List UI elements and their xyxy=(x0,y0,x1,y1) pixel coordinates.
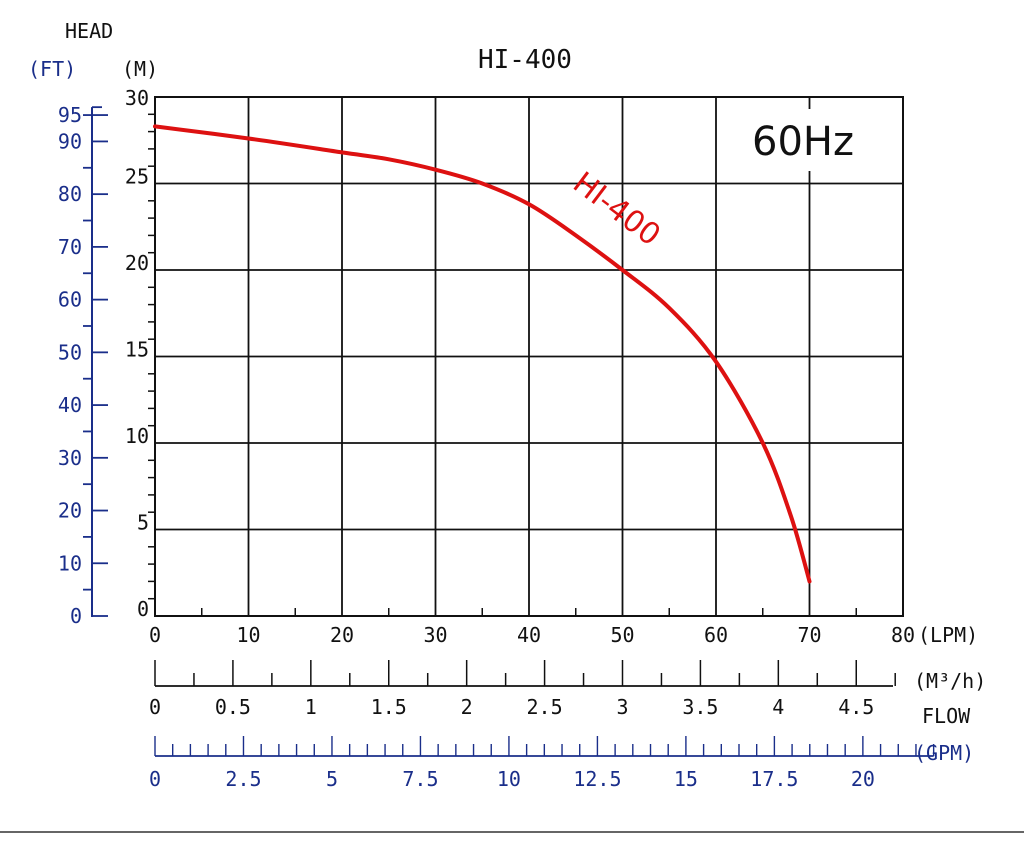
x-lpm-tick-label: 40 xyxy=(517,623,541,647)
x-m3h-tick-label: 2 xyxy=(461,695,473,719)
x-gpm-tick-label: 20 xyxy=(851,767,875,791)
x-gpm-tick-label: 17.5 xyxy=(750,767,798,791)
y-right-tick-label: 15 xyxy=(125,338,149,362)
y-left-tick-label: 20 xyxy=(58,499,82,523)
y-right-unit: (M) xyxy=(122,57,158,81)
x-lpm-tick-label: 60 xyxy=(704,623,728,647)
x-gpm-tick-label: 15 xyxy=(674,767,698,791)
y-left-tick-label: 80 xyxy=(58,182,82,206)
y-left-tick-label: 10 xyxy=(58,551,82,575)
x-gpm-tick-label: 0 xyxy=(149,767,161,791)
x-gpm-tick-label: 10 xyxy=(497,767,521,791)
y-right-tick-label: 10 xyxy=(125,424,149,448)
y-right-tick-label: 20 xyxy=(125,251,149,275)
y-right-tick-label: 30 xyxy=(125,86,149,110)
x-gpm-tick-label: 2.5 xyxy=(225,767,261,791)
y-left-tick-label: 70 xyxy=(58,235,82,259)
x-lpm-tick-label: 30 xyxy=(423,623,447,647)
y-right-tick-label: 25 xyxy=(125,165,149,189)
x-lpm-tick-label: 70 xyxy=(797,623,821,647)
x-m3h-tick-label: 3 xyxy=(616,695,628,719)
y-left-tick-label: 0 xyxy=(70,604,82,628)
x-lpm-tick-label: 10 xyxy=(236,623,260,647)
labels: HEAD (FT) (M) HI-400 60Hz (LPM) (M³/h) F… xyxy=(28,19,986,765)
x-m3h-tick-label: 3.5 xyxy=(682,695,718,719)
y-left-tick-label: 95 xyxy=(58,103,82,127)
chart-title: HI-400 xyxy=(478,45,572,75)
x-lpm-tick-label: 80 xyxy=(891,623,915,647)
x-m3h-tick-label: 0 xyxy=(149,695,161,719)
x-m3h-unit: (M³/h) xyxy=(914,669,986,693)
y-left-tick-label: 60 xyxy=(58,288,82,312)
x-lpm-tick-label: 50 xyxy=(610,623,634,647)
x-lpm-tick-label: 20 xyxy=(330,623,354,647)
y-left-tick-label: 40 xyxy=(58,393,82,417)
curve-line-hi-400 xyxy=(153,124,812,584)
x-lpm-unit: (LPM) xyxy=(918,623,978,647)
x-m3h-tick-label: 1.5 xyxy=(371,695,407,719)
x-m3h-tick-label: 2.5 xyxy=(527,695,563,719)
y-left-unit: (FT) xyxy=(28,57,76,81)
flow-label: FLOW xyxy=(922,704,971,728)
y-right-tick-label: 0 xyxy=(137,597,149,621)
frequency-label-box xyxy=(738,109,878,171)
x-m3h-tick-label: 1 xyxy=(305,695,317,719)
grid xyxy=(154,96,904,617)
x-gpm-tick-label: 5 xyxy=(326,767,338,791)
x-m3h-tick-label: 4 xyxy=(772,695,784,719)
x-gpm-tick-label: 7.5 xyxy=(402,767,438,791)
y-right-tick-label: 5 xyxy=(137,511,149,535)
x-gpm-unit: (GPM) xyxy=(914,741,974,765)
frequency-label: 60Hz xyxy=(752,119,854,165)
x-m3h-tick-label: 0.5 xyxy=(215,695,251,719)
y-axis-title: HEAD xyxy=(65,19,113,43)
y-left-tick-label: 30 xyxy=(58,446,82,470)
x-lpm-tick-label: 0 xyxy=(149,623,161,647)
y-left-tick-label: 50 xyxy=(58,340,82,364)
y-left-tick-label: 90 xyxy=(58,129,82,153)
series-hi-400: HI-400 xyxy=(153,124,812,584)
x-gpm-tick-label: 12.5 xyxy=(573,767,621,791)
x-m3h-tick-label: 4.5 xyxy=(838,695,874,719)
